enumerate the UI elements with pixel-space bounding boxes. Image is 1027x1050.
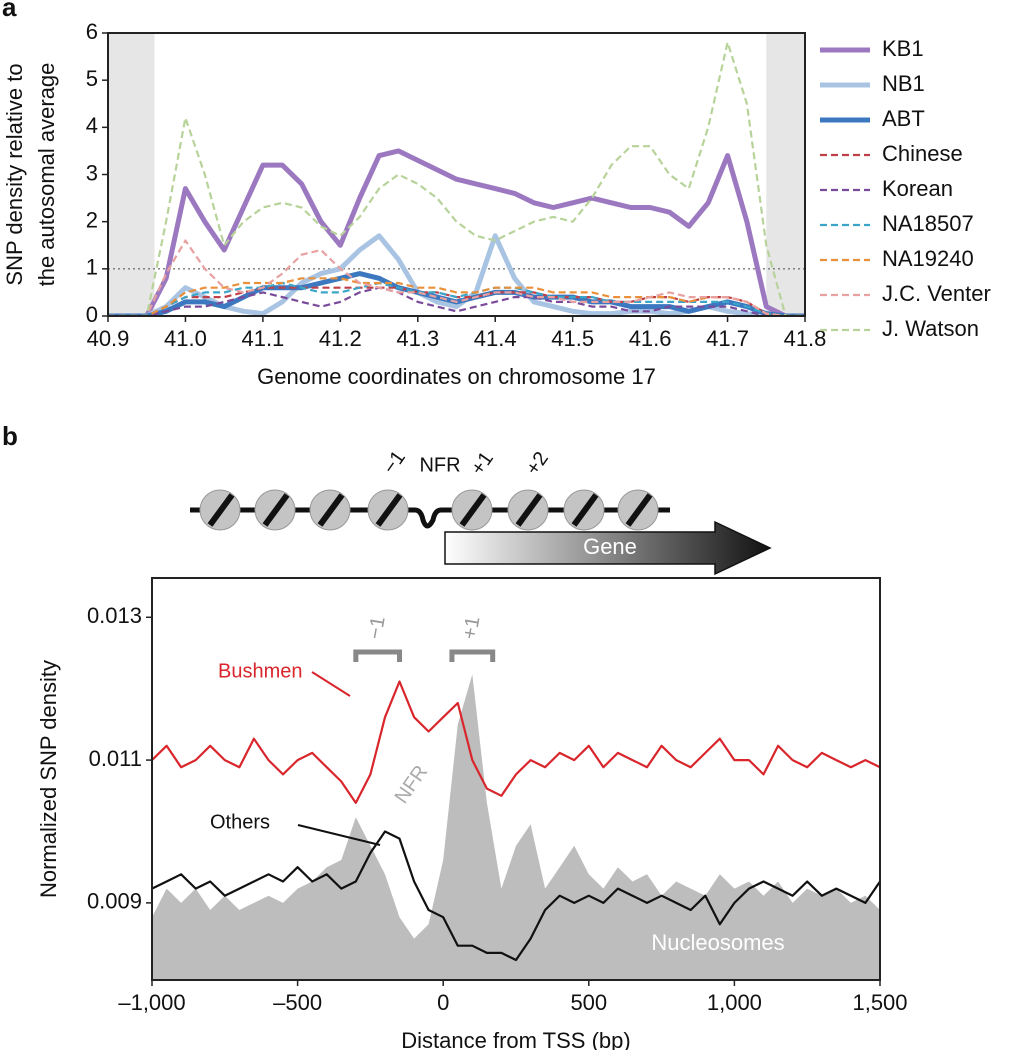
plot-frame bbox=[151, 577, 881, 981]
gene-arrow bbox=[444, 520, 772, 576]
x-tick-label: 40.9 bbox=[87, 326, 130, 351]
x-tick-label: 41.5 bbox=[551, 326, 594, 351]
series-label: Others bbox=[210, 811, 270, 833]
x-tick-label: 41.4 bbox=[474, 326, 517, 351]
legend-label: NB1 bbox=[882, 71, 925, 96]
shaded-region bbox=[766, 33, 805, 316]
y-tick-label: 1 bbox=[86, 255, 98, 280]
x-tick-label: 41.2 bbox=[319, 326, 362, 351]
plot-frame bbox=[107, 32, 806, 317]
line-series bbox=[152, 680, 880, 804]
legend-label: NA18507 bbox=[882, 211, 974, 236]
y-tick-label: 0 bbox=[86, 302, 98, 327]
series-label: Bushmen bbox=[218, 660, 303, 682]
line-series bbox=[108, 239, 805, 316]
x-tick-label: 500 bbox=[570, 990, 607, 1015]
dna-line bbox=[190, 507, 670, 529]
line-series bbox=[108, 277, 805, 316]
legend-label: J. Watson bbox=[882, 316, 979, 341]
y-axis-label: Normalized SNP density bbox=[36, 660, 61, 898]
x-tick-label: 0 bbox=[437, 990, 449, 1015]
shaded-region bbox=[108, 33, 155, 316]
x-axis-label: Distance from TSS (bp) bbox=[401, 1028, 630, 1050]
plot-b: b –1,000 –500 0 500 1,000 1,500 0.009 0.011 0.013… bbox=[2, 421, 908, 1050]
line-series bbox=[108, 281, 805, 316]
dna-wraps bbox=[207, 493, 653, 527]
y-tick-label: 0.011 bbox=[89, 746, 142, 771]
bracket bbox=[353, 649, 403, 662]
x-tick-label: 41.1 bbox=[241, 326, 284, 351]
x-tick-label: 41.3 bbox=[396, 326, 439, 351]
line-series bbox=[108, 286, 805, 316]
y-tick-label: 2 bbox=[86, 207, 98, 232]
panel-label: a bbox=[2, 0, 17, 22]
y-axis-label: SNP density relative to bbox=[2, 63, 27, 285]
bracket bbox=[449, 649, 496, 662]
panel-label: b bbox=[2, 421, 18, 451]
bracket-label: +1 bbox=[459, 615, 485, 641]
y-tick-label: 4 bbox=[86, 113, 98, 138]
y-axis-label: the autosomal average bbox=[34, 63, 59, 287]
y-tick-label: 0.013 bbox=[87, 603, 142, 628]
x-tick-label: 41.0 bbox=[164, 326, 207, 351]
legend-label: Korean bbox=[882, 176, 953, 201]
line-series bbox=[152, 830, 880, 962]
gene-label: Gene bbox=[583, 534, 637, 559]
x-tick-label: 1,500 bbox=[852, 990, 907, 1015]
y-tick-label: 6 bbox=[86, 19, 98, 44]
legend-label: NA19240 bbox=[882, 246, 974, 271]
line-series bbox=[108, 271, 805, 316]
x-tick-label: –1,000 bbox=[118, 990, 185, 1015]
legend-label: ABT bbox=[882, 106, 925, 131]
legend-label: KB1 bbox=[882, 36, 924, 61]
x-tick-label: 41.6 bbox=[629, 326, 672, 351]
schematic-label: −1 bbox=[379, 447, 410, 478]
x-tick-label: 41.7 bbox=[706, 326, 749, 351]
schematic-label: NFR bbox=[419, 454, 460, 476]
x-axis-label: Genome coordinates on chromosome 17 bbox=[257, 364, 656, 389]
bracket-label: −1 bbox=[364, 615, 390, 641]
legend-label: Chinese bbox=[882, 141, 963, 166]
y-tick-label: 5 bbox=[86, 66, 98, 91]
line-series bbox=[108, 148, 805, 316]
schematic-label: +1 bbox=[467, 448, 498, 479]
x-tick-label: 1,000 bbox=[707, 990, 762, 1015]
plot-a: a 40.9 41.0 41.1 41.2 41.3 41.4 41.5 41.6 41.7 41.… bbox=[2, 0, 827, 389]
legend-label: J.C. Venter bbox=[882, 281, 991, 306]
y-tick-label: 0.009 bbox=[87, 889, 142, 914]
series-pointer bbox=[311, 671, 351, 697]
nucleosome-schematic bbox=[190, 489, 772, 576]
series-pointer bbox=[297, 824, 381, 846]
series-label: Nucleosomes bbox=[651, 930, 784, 955]
y-tick-label: 3 bbox=[86, 160, 98, 185]
x-tick-label: 41.8 bbox=[784, 326, 827, 351]
schematic-label: +2 bbox=[522, 448, 553, 479]
x-tick-label: –500 bbox=[273, 990, 322, 1015]
nfr-label: NFR bbox=[391, 761, 433, 807]
